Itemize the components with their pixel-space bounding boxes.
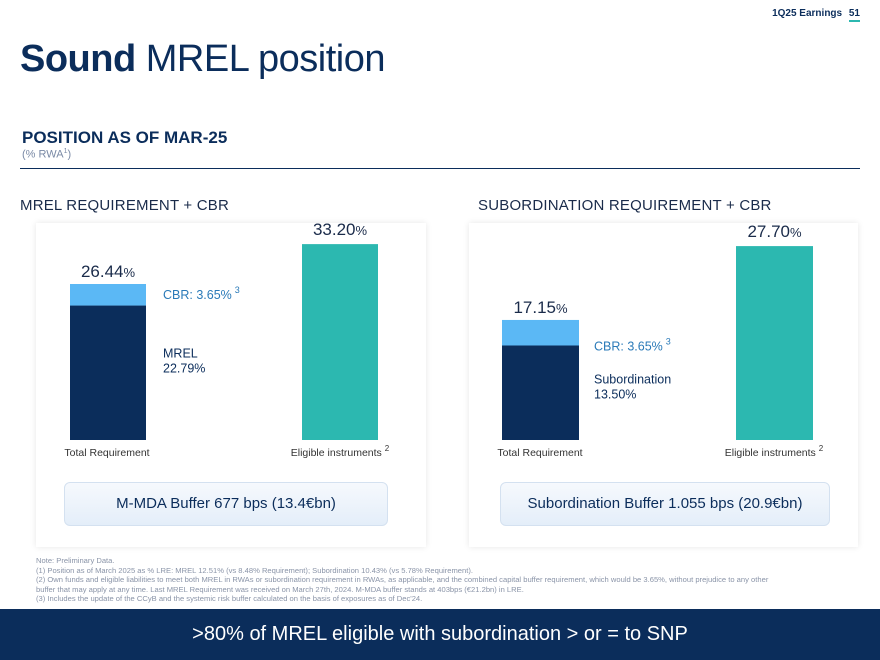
category-footnote-mark: 2	[385, 444, 390, 453]
right-chart-title: SUBORDINATION REQUIREMENT + CBR	[478, 197, 772, 214]
subnote-sup: 1	[63, 148, 68, 155]
note-line: (3) Includes the update of the CCyB and …	[36, 594, 423, 604]
category-label-text: Eligible instruments	[291, 447, 382, 459]
left-chart-title: MREL REQUIREMENT + CBR	[20, 197, 230, 214]
eligible-unit: %	[355, 223, 367, 238]
note-line: Note: Preliminary Data.	[36, 556, 115, 565]
eligible-instruments-bar	[302, 244, 378, 440]
cbr-footnote-mark: 3	[235, 285, 240, 295]
header-bar: 1Q25 Earnings 51	[772, 8, 860, 22]
page-title-rest: MREL position	[145, 38, 386, 80]
category-label: Total Requirement	[64, 447, 149, 459]
subnote-close: )	[67, 148, 72, 161]
divider	[20, 168, 860, 169]
note-line: (2) Own funds and eligible liabilities t…	[36, 575, 769, 585]
right-chart-panel: 17.15% 27.70% CBR: 3.65% 3 Subordination 13.5…	[469, 222, 858, 547]
total-requirement-number: 17.15	[513, 298, 556, 317]
category-label: Eligible instruments 2	[725, 444, 824, 459]
section-subtitle: POSITION AS OF MAR-25	[22, 128, 228, 147]
category-label-text: Total Requirement	[64, 447, 149, 459]
cbr-bar	[70, 284, 146, 306]
eligible-unit: %	[790, 225, 802, 240]
total-requirement-value: 17.15%	[513, 298, 568, 317]
cbr-label: CBR: 3.65% 3	[163, 285, 240, 302]
page-number: 51	[848, 8, 860, 22]
cbr-label-text: CBR: 3.65%	[594, 340, 663, 354]
eligible-instruments-bar	[736, 246, 813, 440]
subnote-text: (% RWA	[22, 148, 64, 161]
category-footnote-mark: 2	[819, 444, 824, 453]
footnotes: Note: Preliminary Data. (1) Position as …	[36, 556, 836, 604]
base-label-value: 22.79%	[163, 362, 205, 376]
eligible-number: 33.20	[313, 220, 356, 239]
cbr-label: CBR: 3.65% 3	[594, 337, 671, 354]
category-label: Eligible instruments 2	[291, 444, 390, 459]
eligible-instruments-value: 33.20%	[313, 220, 368, 239]
subtitle-note: (% RWA1)	[22, 148, 71, 161]
total-requirement-unit: %	[123, 265, 135, 280]
requirement-base-bar	[70, 305, 146, 440]
base-label-value: 13.50%	[594, 388, 636, 402]
eligible-instruments-value: 27.70%	[747, 222, 802, 241]
base-label-name: Subordination	[594, 373, 671, 387]
total-requirement-number: 26.44	[81, 262, 124, 281]
note-line: (1) Position as of March 2025 as % LRE: …	[36, 565, 473, 575]
footer-banner: >80% of MREL eligible with subordination…	[0, 609, 880, 660]
page-title-bold: Sound	[20, 38, 136, 80]
cbr-footnote-mark: 3	[666, 337, 671, 347]
cbr-bar	[502, 319, 579, 346]
requirement-base-bar	[502, 345, 579, 440]
category-label: Total Requirement	[497, 447, 582, 459]
header-label: 1Q25 Earnings	[772, 8, 843, 19]
left-chart-panel: 26.44% 33.20% CBR: 3.65% 3 MREL 22.79% Total R…	[36, 220, 426, 547]
cbr-label-text: CBR: 3.65%	[163, 288, 232, 302]
eligible-number: 27.70	[747, 222, 790, 241]
note-line: buffer that may apply at any time. Last …	[36, 584, 524, 594]
total-requirement-unit: %	[556, 301, 568, 316]
subordination-chart: 17.15%27.70%CBR: 3.65% 3Subordination13.5…	[497, 222, 824, 459]
page-title: Sound MREL position	[20, 38, 385, 81]
subordination-buffer-box: Subordination Buffer 1.055 bps (20.9€bn)	[500, 482, 830, 526]
m-mda-buffer-box: M-MDA Buffer 677 bps (13.4€bn)	[64, 482, 388, 526]
category-label-text: Eligible instruments	[725, 447, 816, 459]
base-label-name: MREL	[163, 347, 198, 361]
total-requirement-value: 26.44%	[81, 262, 136, 281]
category-label-text: Total Requirement	[497, 447, 582, 459]
